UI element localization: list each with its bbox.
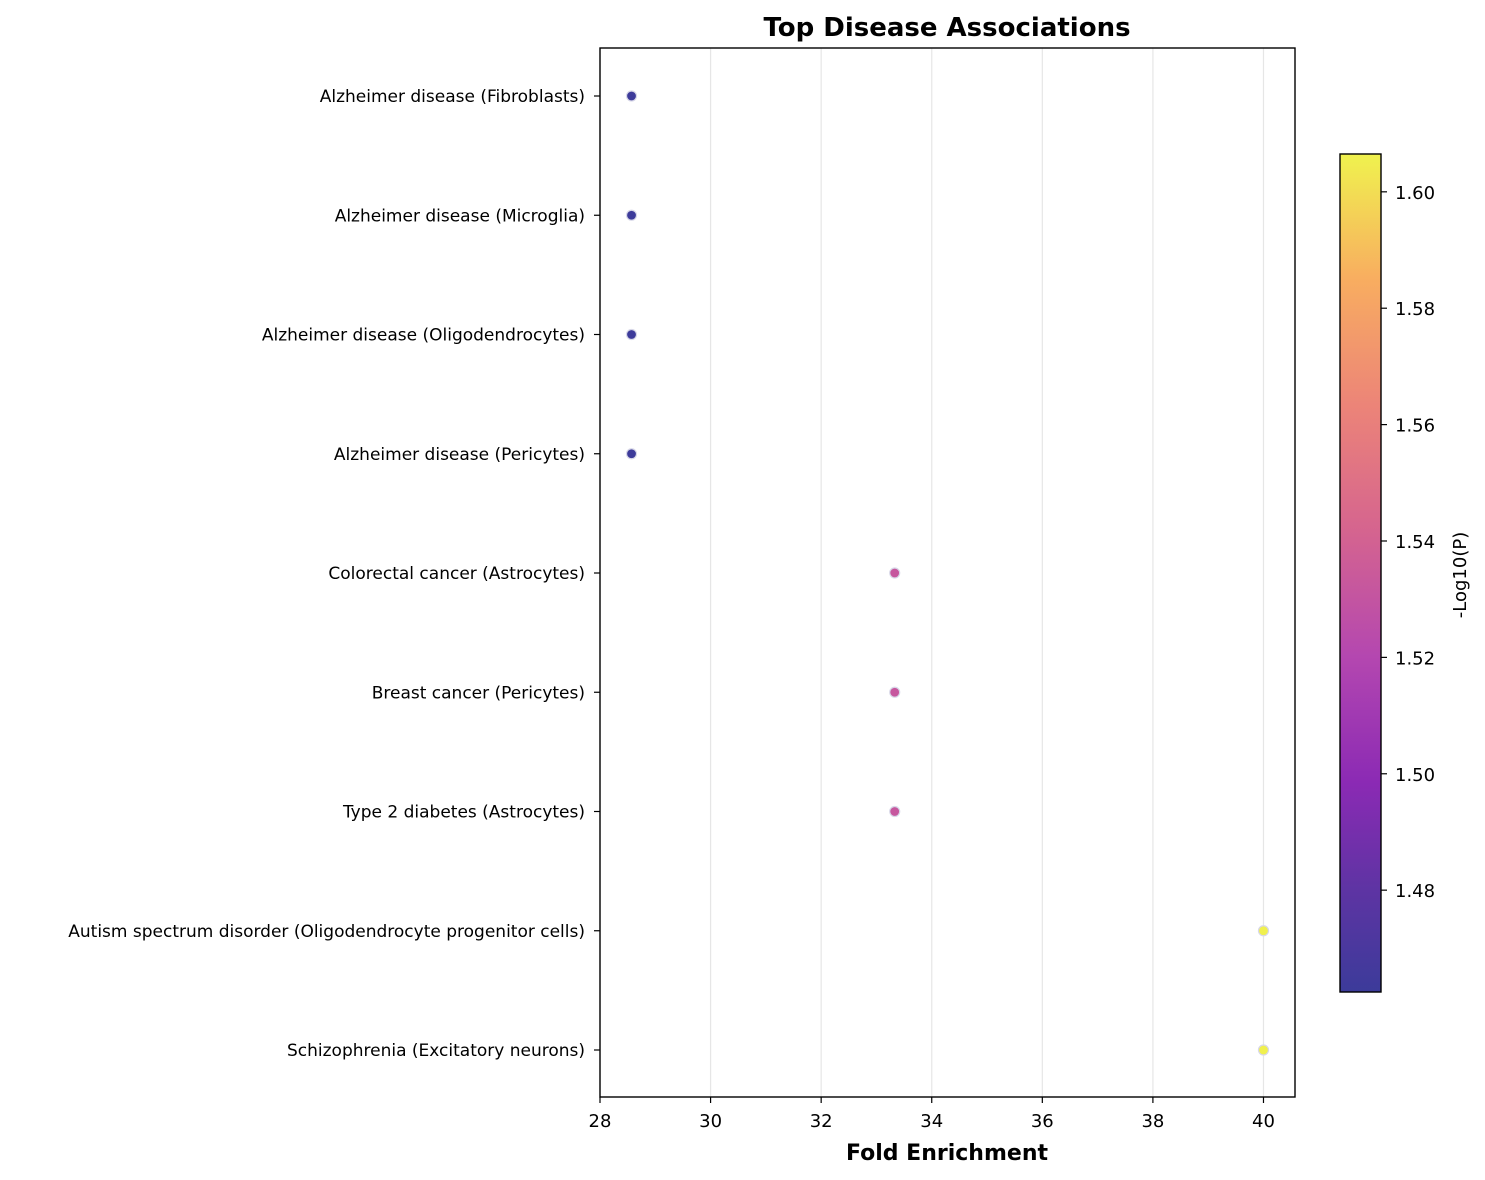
scatter-point xyxy=(1257,1044,1270,1056)
colorbar-tick-label: 1.58 xyxy=(1395,299,1435,320)
colorbar-tick-label: 1.48 xyxy=(1395,881,1435,902)
x-tick-label: 28 xyxy=(589,1111,612,1132)
scatter-point xyxy=(625,448,638,460)
x-tick-label: 38 xyxy=(1141,1111,1164,1132)
colorbar xyxy=(1339,153,1382,993)
scatter-point xyxy=(889,567,901,579)
scatter-point xyxy=(625,90,638,102)
colorbar-tick-label: 1.50 xyxy=(1395,765,1435,786)
category-label: Schizophrenia (Excitatory neurons) xyxy=(287,1041,585,1061)
plot-frame xyxy=(599,47,1296,1098)
x-tick-label: 34 xyxy=(920,1111,943,1132)
colorbar-ticks: 1.48 1.50 1.52 1.54 1.56 1.58 1.60 xyxy=(1381,183,1435,902)
x-tick-label: 32 xyxy=(810,1111,833,1132)
x-axis-label: Fold Enrichment xyxy=(846,1141,1048,1166)
scatter-point xyxy=(625,328,638,341)
x-tick-label: 36 xyxy=(1031,1111,1054,1132)
x-axis-ticks: 28 30 32 34 36 38 40 xyxy=(589,1097,1275,1132)
x-tick-label: 30 xyxy=(699,1111,722,1132)
category-label: Alzheimer disease (Pericytes) xyxy=(334,445,585,465)
colorbar-tick-label: 1.56 xyxy=(1395,416,1435,437)
scatter-point xyxy=(625,209,638,221)
grid-lines xyxy=(599,48,1265,1097)
category-label: Autism spectrum disorder (Oligodendrocyt… xyxy=(68,922,585,942)
colorbar-label: -Log10(P) xyxy=(1450,532,1471,618)
colorbar-tick-label: 1.54 xyxy=(1395,532,1435,553)
chart-title: Top Disease Associations xyxy=(763,13,1130,43)
scatter-points xyxy=(625,90,1270,1056)
colorbar-tick-label: 1.52 xyxy=(1395,648,1435,669)
y-axis-ticks: Alzheimer disease (Fibroblasts) Alzheimer… xyxy=(68,87,600,1061)
category-label: Type 2 diabetes (Astrocytes) xyxy=(342,803,585,823)
scatter-point xyxy=(1257,925,1270,937)
category-label: Breast cancer (Pericytes) xyxy=(372,683,585,703)
scatter-point xyxy=(889,686,901,698)
x-tick-label: 40 xyxy=(1252,1111,1275,1132)
category-label: Alzheimer disease (Microglia) xyxy=(335,206,585,226)
category-label: Alzheimer disease (Fibroblasts) xyxy=(320,87,585,107)
colorbar-tick-label: 1.60 xyxy=(1395,183,1435,204)
category-label: Colorectal cancer (Astrocytes) xyxy=(328,564,585,584)
category-label: Alzheimer disease (Oligodendrocytes) xyxy=(262,326,585,346)
scatter-point xyxy=(889,805,901,818)
